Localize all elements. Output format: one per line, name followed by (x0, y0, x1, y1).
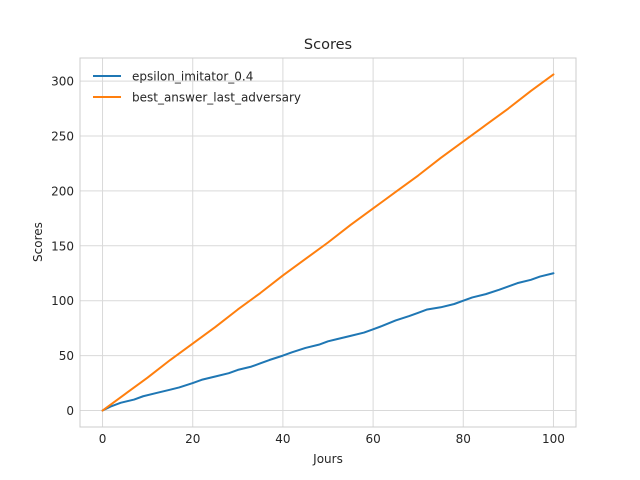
x-tick-label: 100 (542, 432, 565, 446)
y-tick-label: 150 (51, 239, 74, 253)
y-tick-label: 250 (51, 129, 74, 143)
legend-label-best-answer: best_answer_last_adversary (132, 91, 301, 105)
y-tick-label: 50 (59, 349, 74, 363)
y-tick-label: 300 (51, 75, 74, 89)
x-tick-label: 20 (185, 432, 200, 446)
y-tick-label: 100 (51, 294, 74, 308)
series-lines (101, 73, 555, 412)
legend: epsilon_imitator_0.4 best_answer_last_ad… (93, 70, 301, 105)
y-tick-label: 200 (51, 184, 74, 198)
x-tick-label: 60 (365, 432, 380, 446)
x-tick-labels: 0 20 40 60 80 100 (99, 432, 565, 446)
grid (80, 58, 576, 427)
legend-label-epsilon-imitator: epsilon_imitator_0.4 (132, 70, 253, 84)
y-axis-title: Scores (31, 222, 45, 262)
chart-title: Scores (304, 37, 352, 53)
plot-frame (79, 57, 577, 428)
x-axis-title: Jours (312, 452, 343, 466)
y-tick-label: 0 (66, 404, 74, 418)
y-tick-labels: 0 50 100 150 200 250 300 (51, 75, 74, 418)
series-line-1 (101, 73, 555, 412)
x-tick-label: 40 (275, 432, 290, 446)
series-line-0 (101, 272, 555, 412)
x-tick-label: 80 (456, 432, 471, 446)
x-tick-label: 0 (99, 432, 107, 446)
